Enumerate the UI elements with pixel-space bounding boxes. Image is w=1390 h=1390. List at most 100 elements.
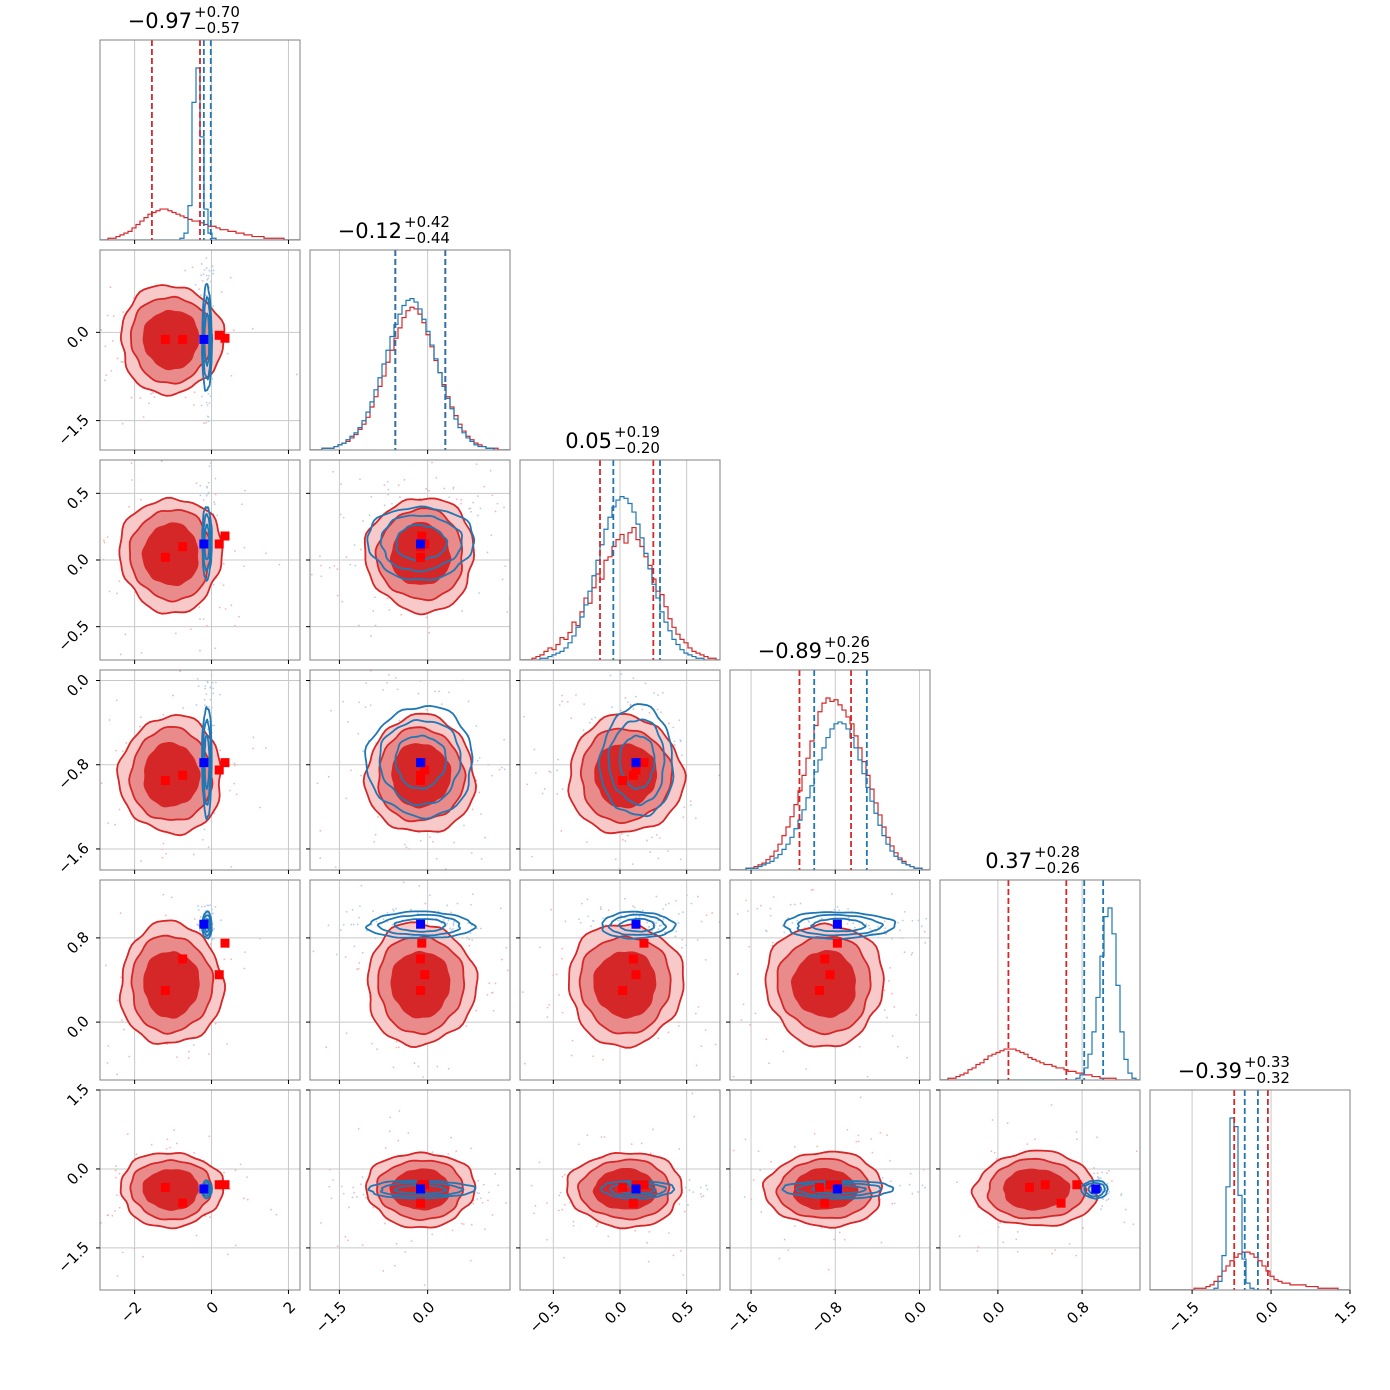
histogram-b [520,496,720,660]
sample-point-a [220,291,223,293]
contour-b-1 [609,1181,668,1198]
sample-point-a [234,764,236,767]
sample-point-a [105,374,108,377]
sample-point-a [689,800,692,803]
sample-point-a [1068,1242,1071,1245]
contour-b-1 [607,913,667,936]
sample-point-b [488,1191,490,1194]
sample-point-a [140,860,142,863]
sample-point-b [494,1173,497,1175]
sample-marker [825,970,835,980]
sample-point-a [742,1003,745,1006]
contour-b-2 [781,1179,895,1200]
sample-point-b [206,680,209,683]
sample-point-b [265,950,267,952]
sample-point-a [546,1006,549,1009]
sample-point-a [893,1006,896,1008]
sample-marker [416,1198,426,1208]
contour-b-1 [378,718,462,807]
sample-point-a [546,1202,548,1204]
sample-point-b [369,704,372,706]
x-tick-label: −1.5 [312,1298,350,1336]
sample-point-a [82,818,84,820]
sample-point-b [924,941,927,944]
sample-point-b [202,273,205,276]
sample-point-b [554,579,556,581]
sample-point-a [886,1134,888,1137]
title-minus: −0.26 [1034,859,1080,877]
sample-point-a [922,1168,925,1171]
sample-point-b [213,928,216,930]
title-plus: +0.26 [824,633,870,651]
sample-point-a [162,893,165,896]
sample-point-b [463,824,465,827]
sample-point-b [352,923,355,926]
sample-point-a [417,1065,420,1068]
sample-marker [220,938,230,948]
sample-point-b [220,919,222,922]
sample-marker [832,938,842,948]
sample-point-a [96,322,98,324]
sample-point-b [204,656,206,658]
sample-point-b [213,503,216,506]
sample-point-a [73,324,75,326]
histogram-a [730,697,930,870]
sample-point-a [365,682,368,685]
sample-point-a [372,610,375,612]
sample-point-a [310,573,313,576]
sample-point-b [437,910,440,913]
sample-point-b [647,925,650,928]
sample-point-a [571,1039,574,1042]
sample-point-b [210,943,212,946]
sample-point-b [207,392,210,395]
sample-point-a [764,849,766,851]
sample-point-a [890,893,893,895]
sample-point-a [855,1116,857,1118]
sample-point-a [572,1224,575,1227]
histogram-a [1150,1251,1350,1290]
sample-point-a [165,852,167,855]
sample-point-a [151,391,154,394]
sample-point-b [769,907,772,910]
sample-marker [416,986,426,996]
sample-point-a [523,1062,526,1065]
sample-point-b [659,711,662,714]
sample-point-b [360,774,362,777]
contour-b-1 [1083,1181,1106,1198]
sample-point-b [931,1181,933,1183]
histogram-a [940,1048,1140,1080]
sample-point-b [213,501,215,503]
sample-point-a [450,1136,452,1139]
sample-point-a [700,1195,703,1198]
sample-point-a [1075,1131,1078,1133]
sample-point-a [361,1244,364,1247]
sample-point-a [130,396,133,399]
sample-point-b [467,922,469,924]
sample-point-a [1135,1150,1138,1153]
sample-marker [178,542,188,552]
sample-marker [618,986,628,996]
sample-point-b [688,1179,691,1181]
sample-point-b [791,922,794,924]
sample-point-a [360,1183,362,1186]
param-title-2: 0.05 +0.19−0.20 [565,423,660,457]
sample-point-a [297,723,299,725]
sample-point-b [205,693,208,696]
sample-point-a [483,485,486,488]
sample-point-a [161,848,164,851]
truth-marker [416,539,426,549]
sample-point-b [212,692,215,695]
sample-point-a [558,1194,561,1197]
sample-point-a [494,982,497,985]
sample-point-a [813,1132,816,1135]
sample-point-b [417,912,419,915]
sample-point-b [489,469,492,472]
sample-point-b [868,927,871,930]
sample-point-a [414,425,416,427]
sample-point-b [530,940,532,942]
sample-point-a [209,1216,211,1218]
sample-point-b [357,732,360,735]
sample-point-a [704,1029,707,1031]
sample-point-a [464,699,466,701]
title-minus: −0.25 [824,649,870,667]
